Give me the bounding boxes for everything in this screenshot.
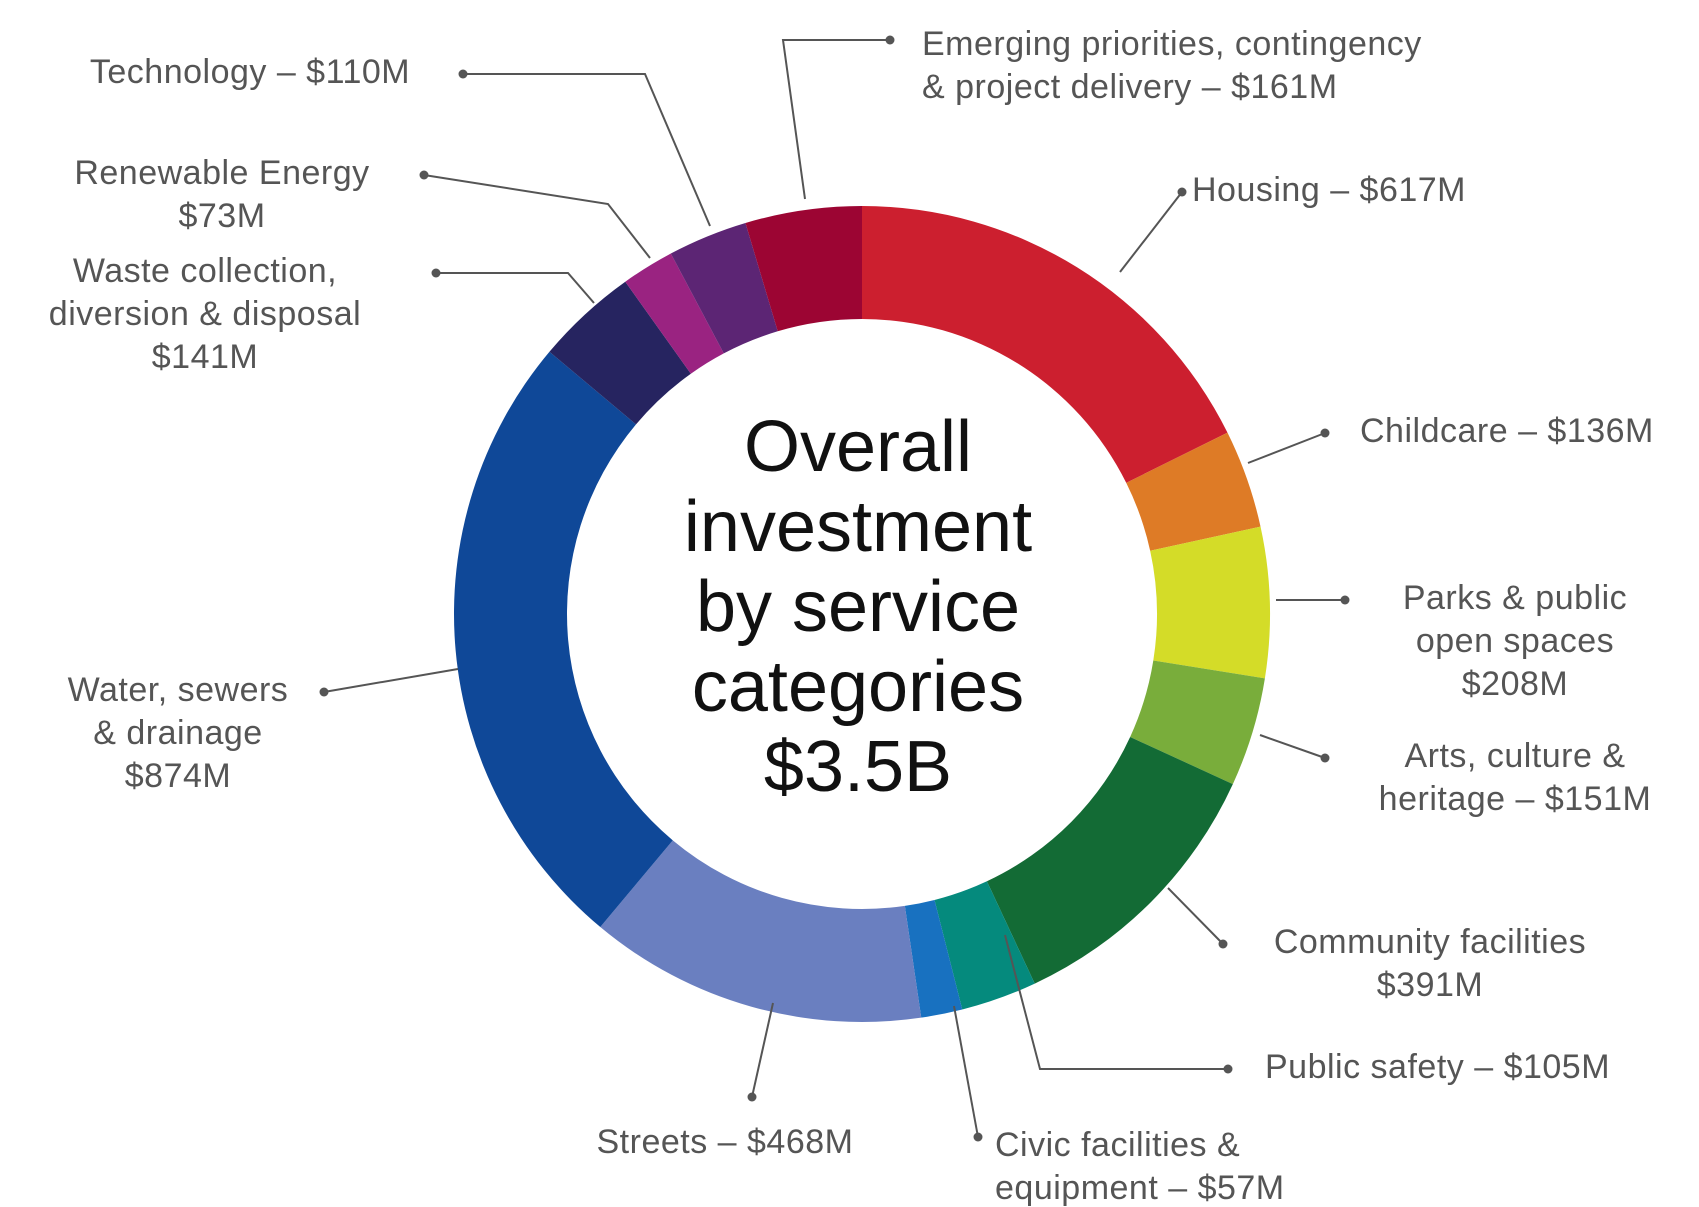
slice-labels: Housing – $617M Childcare – $136M Parks & … [49,25,1654,1207]
slice-arts-culture-and-heritage [1130,660,1265,785]
label-arts-culture-and-heritage: Arts, culture & heritage – $151M [1379,737,1652,818]
leader-line-technology [463,73,711,227]
leader-dot-streets [747,1092,757,1102]
donut-slices [453,206,1271,1022]
leader-dot-civic-facilities-and-equipment [973,1132,983,1142]
leader-line-community-facilities [1167,887,1224,945]
leader-dot-renewable-energy [419,170,429,180]
leader-dot-waste-collection-diversion-and-disposal [431,268,441,278]
slice-parks-and-public-open-spaces [1150,526,1271,679]
label-civic-facilities-and-equipment: Civic facilities & equipment – $57M [995,1126,1285,1207]
label-public-safety: Public safety – $105M [1265,1048,1610,1086]
label-technology: Technology – $110M [90,53,410,91]
leader-dot-public-safety [1223,1064,1233,1074]
center-title-line: categories [692,647,1024,727]
slice-emerging-priorities-contingency-and-project-delivery [745,206,862,332]
slice-community-facilities [986,736,1233,984]
slice-technology [670,223,778,354]
label-community-facilities: Community facilities $391M [1274,923,1586,1004]
slice-waste-collection-diversion-and-disposal [549,281,691,425]
leader-dot-emerging-priorities-contingency-and-project-delivery [885,35,895,45]
slice-childcare [1126,432,1261,551]
leader-line-childcare [1247,432,1326,464]
label-childcare: Childcare – $136M [1360,412,1654,450]
label-housing: Housing – $617M [1192,171,1466,209]
label-renewable-energy: Renewable Energy $73M [74,154,369,235]
center-title-line: by service [696,567,1020,647]
slice-public-safety [934,881,1035,1010]
slice-renewable-energy [625,253,724,374]
leader-lines [319,35,1350,1142]
leader-dot-childcare [1320,428,1330,438]
leader-line-housing [1119,191,1183,273]
label-water-sewers-and-drainage: Water, sewers & drainage $874M [68,671,289,795]
leader-dot-parks-and-public-open-spaces [1340,595,1350,605]
leader-line-public-safety [1004,934,1228,1070]
leader-dot-technology [458,69,468,79]
center-title-line: investment [684,487,1032,567]
leader-dot-arts-culture-and-heritage [1320,753,1330,763]
slice-water-sewers-and-drainage [453,351,673,928]
center-title-line: Overall [744,407,972,487]
leader-line-water-sewers-and-drainage [323,668,459,693]
leader-dot-housing [1177,187,1187,197]
slice-housing [862,206,1228,483]
label-waste-collection-diversion-and-disposal: Waste collection, diversion & disposal $14… [49,252,361,376]
label-emerging-priorities-contingency-and-project-delivery: Emerging priorities, contingency & projec… [922,25,1422,106]
leader-dot-water-sewers-and-drainage [319,687,329,697]
label-streets: Streets – $468M [597,1123,854,1161]
leader-line-streets [751,1002,774,1098]
label-parks-and-public-open-spaces: Parks & public open spaces $208M [1403,579,1627,703]
leader-line-emerging-priorities-contingency-and-project-delivery [781,39,890,200]
leader-line-civic-facilities-and-equipment [953,1005,979,1138]
leader-line-waste-collection-diversion-and-disposal [436,272,595,304]
slice-streets [600,840,922,1022]
leader-dot-community-facilities [1218,939,1228,949]
center-total: $3.5B [764,727,952,807]
slice-civic-facilities-and-equipment [904,899,963,1018]
leader-line-arts-culture-and-heritage [1259,734,1326,759]
leader-line-renewable-energy [423,174,651,259]
